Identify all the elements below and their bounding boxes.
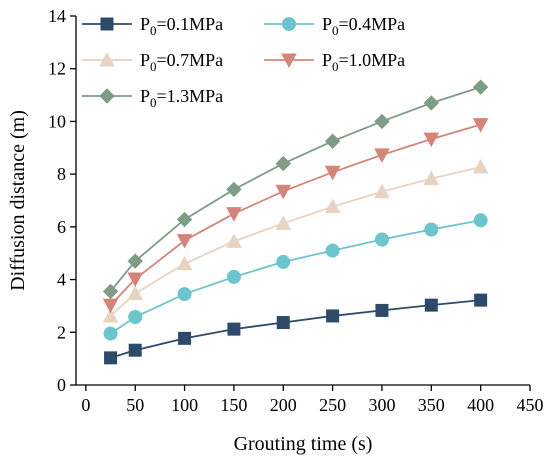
y-tick-label: 4: [57, 270, 66, 290]
legend-item-3: P0=0.7MPa: [82, 50, 223, 74]
data-point: [128, 343, 142, 357]
data-point: [226, 269, 241, 284]
data-point: [375, 303, 389, 317]
data-point: [275, 155, 291, 172]
legend-item-5: P0=1.3MPa: [82, 86, 223, 110]
data-point: [176, 255, 193, 271]
data-point: [128, 309, 143, 324]
data-point: [423, 95, 440, 111]
legend-marker: [282, 17, 296, 31]
data-point: [102, 283, 119, 300]
legend-label: P0=0.7MPa: [140, 50, 223, 74]
data-point: [176, 211, 193, 228]
data-point: [276, 316, 290, 330]
data-point: [374, 232, 389, 247]
x-tick-label: 50: [126, 395, 144, 415]
x-tick-label: 400: [467, 395, 494, 415]
legend-label: P0=0.4MPa: [322, 14, 405, 38]
data-point: [473, 213, 488, 228]
data-point: [424, 298, 438, 312]
y-tick-label: 10: [48, 111, 66, 131]
data-point: [104, 351, 118, 365]
data-point: [275, 184, 292, 200]
x-tick-label: 250: [319, 395, 346, 415]
x-tick-label: 300: [368, 395, 395, 415]
data-point: [102, 298, 119, 314]
data-point: [472, 158, 489, 174]
data-point: [275, 215, 292, 230]
series-4: [102, 118, 489, 314]
data-point: [423, 132, 440, 148]
data-point: [102, 307, 119, 323]
data-point: [103, 326, 118, 341]
legend-marker: [281, 53, 297, 69]
series-2: [103, 213, 488, 341]
x-tick-label: 450: [517, 395, 544, 415]
series-line: [109, 123, 481, 306]
data-point: [226, 207, 242, 222]
data-point: [127, 285, 144, 301]
data-point: [226, 181, 242, 198]
axes: 0 50 100 150 200 250 300 350 400 450 0 2 4 6 8 10 12 14: [48, 6, 544, 415]
data-point: [177, 287, 192, 302]
data-point: [474, 293, 488, 307]
x-tick-label: 200: [270, 395, 297, 415]
data-point: [325, 243, 340, 258]
data-point: [472, 79, 489, 95]
data-point: [424, 222, 439, 237]
x-tick-label: 350: [418, 395, 445, 415]
legend-marker: [100, 17, 114, 31]
x-tick-label: 150: [220, 395, 247, 415]
data-point: [472, 118, 489, 133]
data-point: [176, 234, 193, 249]
x-tick-label: 0: [81, 395, 90, 415]
data-point: [178, 331, 192, 345]
data-point: [374, 148, 390, 163]
data-point: [423, 170, 440, 186]
y-tick-label: 8: [57, 164, 66, 184]
legend-item-2: P0=0.4MPa: [264, 14, 405, 38]
data-point: [276, 254, 291, 269]
data-point: [324, 165, 341, 181]
series-layer: [102, 79, 489, 365]
series-line: [110, 219, 481, 335]
y-tick-label: 14: [48, 6, 66, 26]
data-point: [374, 183, 390, 199]
y-axis-title: Diffusion distance (m): [7, 110, 29, 291]
legend-marker: [99, 88, 115, 104]
legend-item-1: P0=0.1MPa: [82, 14, 223, 38]
data-point: [324, 133, 341, 149]
series-1: [104, 293, 488, 365]
series-5: [102, 79, 489, 300]
legend-label: P0=1.0MPa: [322, 50, 405, 74]
data-point: [127, 253, 143, 269]
y-tick-label: 12: [48, 59, 66, 79]
y-tick-label: 6: [57, 217, 66, 237]
data-point: [324, 198, 341, 214]
x-tick-label: 100: [171, 395, 198, 415]
data-point: [374, 113, 390, 130]
legend-marker: [99, 51, 115, 67]
series-line: [109, 86, 481, 293]
legend: P0=0.1MPa P0=0.4MPa P0=0.7MPa P0=1.0MPa P0=1…: [82, 14, 405, 110]
y-tick-label: 2: [57, 322, 66, 342]
legend-label: P0=0.1MPa: [140, 14, 223, 38]
data-point: [227, 322, 241, 336]
legend-item-4: P0=1.0MPa: [264, 50, 405, 74]
legend-label: P0=1.3MPa: [140, 86, 223, 110]
series-line: [109, 166, 481, 317]
data-point: [226, 233, 242, 248]
y-tick-label: 0: [57, 375, 66, 395]
data-point: [326, 309, 340, 323]
data-point: [127, 272, 144, 288]
x-axis-title: Grouting time (s): [234, 433, 373, 455]
series-3: [102, 158, 489, 323]
